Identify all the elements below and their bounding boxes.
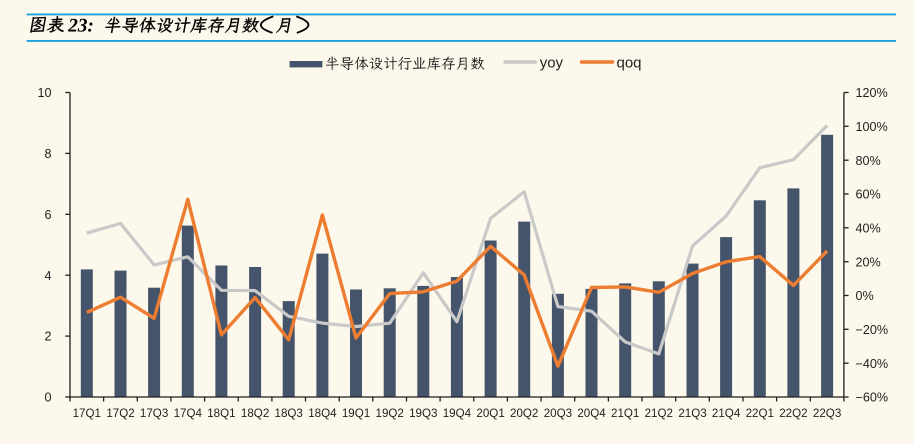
svg-text:4: 4 [44,269,51,283]
svg-text:8: 8 [44,147,51,161]
svg-text:19Q1: 19Q1 [342,407,370,420]
svg-text:20Q1: 20Q1 [476,407,504,420]
svg-text:120%: 120% [856,86,888,100]
svg-text:19Q3: 19Q3 [409,407,437,420]
svg-text:18Q3: 18Q3 [275,407,303,420]
svg-text:−40%: −40% [856,357,889,371]
svg-text:21Q1: 21Q1 [611,407,639,420]
svg-text:22Q2: 22Q2 [779,407,807,420]
svg-text:17Q3: 17Q3 [140,407,168,420]
svg-text:100%: 100% [856,120,888,134]
svg-text:−20%: −20% [856,323,889,337]
svg-text:18Q1: 18Q1 [207,407,235,420]
svg-text:19Q2: 19Q2 [376,407,404,420]
svg-text:22Q3: 22Q3 [813,407,841,420]
svg-text:18Q4: 18Q4 [308,407,337,420]
svg-text:21Q4: 21Q4 [712,407,741,420]
svg-text:2: 2 [44,330,51,344]
svg-text:10: 10 [37,86,51,100]
svg-text:20Q3: 20Q3 [544,407,572,420]
svg-text:qoq: qoq [617,55,642,72]
svg-text:21Q2: 21Q2 [645,407,673,420]
svg-text:0: 0 [44,391,51,405]
svg-text:18Q2: 18Q2 [241,407,269,420]
svg-text:0%: 0% [856,289,874,303]
svg-text:60%: 60% [856,188,881,202]
svg-text:yoy: yoy [540,55,564,72]
svg-text:40%: 40% [856,221,881,235]
svg-text:−60%: −60% [856,391,889,405]
svg-text:21Q3: 21Q3 [678,407,706,420]
svg-text:17Q2: 17Q2 [106,407,134,420]
svg-text:20%: 20% [856,255,881,269]
svg-text:22Q1: 22Q1 [746,407,774,420]
svg-text:80%: 80% [856,154,881,168]
svg-text:17Q4: 17Q4 [174,407,203,420]
svg-text:17Q1: 17Q1 [73,407,101,420]
svg-text:6: 6 [44,208,51,222]
svg-text:19Q4: 19Q4 [443,407,472,420]
svg-text:20Q2: 20Q2 [510,407,538,420]
svg-text:20Q4: 20Q4 [577,407,606,420]
